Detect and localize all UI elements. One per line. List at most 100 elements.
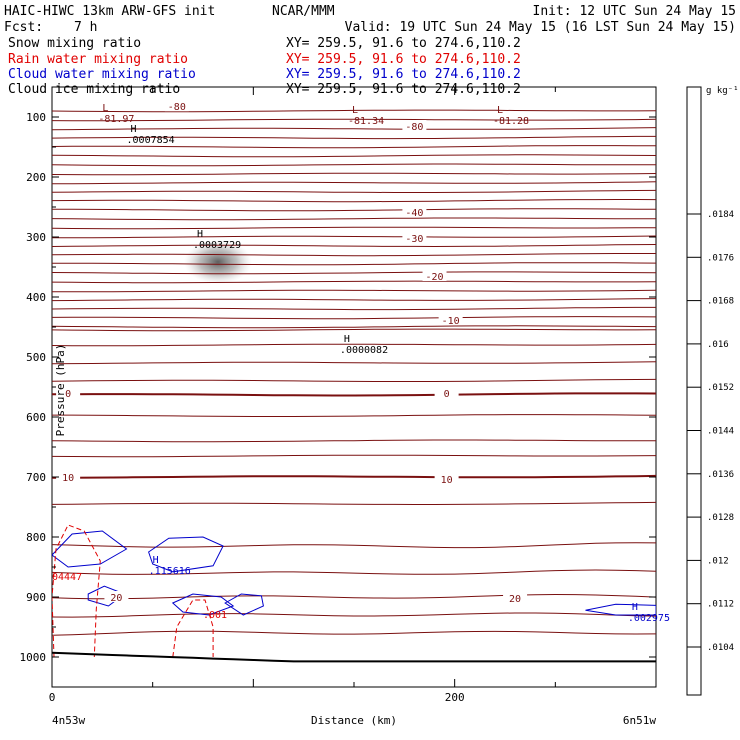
isotherm-line bbox=[52, 542, 656, 549]
colorbar-tick-label: .0168 bbox=[707, 297, 734, 307]
isotherm-line bbox=[52, 109, 656, 113]
isotherm-line bbox=[52, 612, 656, 618]
cloud-water-contour bbox=[148, 536, 224, 573]
isotherm-label-bg bbox=[434, 387, 459, 398]
extremum-kind: H bbox=[131, 124, 137, 135]
y-tick-label: 800 bbox=[26, 531, 46, 544]
isotherm-label-bg bbox=[56, 471, 81, 482]
isotherm-line bbox=[52, 306, 656, 311]
isotherm-line bbox=[52, 253, 656, 257]
isotherm-line bbox=[52, 325, 656, 329]
plot-frame bbox=[51, 86, 657, 688]
figure-title: HAIC-HIWC 13km ARW-GFS init bbox=[4, 4, 215, 19]
isotherm-label-bg bbox=[402, 120, 427, 131]
y-tick-label: 100 bbox=[26, 111, 46, 124]
cloud-water-contour bbox=[585, 603, 656, 616]
extremum-value: -81.28 bbox=[493, 116, 529, 127]
extremum-value: .0007854 bbox=[127, 135, 175, 146]
isotherm-labels: -80 -80 -40 -30 -20 -10 0 0 10 10 20 20 bbox=[56, 100, 528, 605]
field-xy-rain: XY= 259.5, 91.6 to 274.6,110.2 bbox=[286, 52, 521, 67]
isotherm-line bbox=[52, 118, 656, 122]
colorbar-tick-label: .0128 bbox=[707, 513, 734, 523]
isotherm-label-bg bbox=[164, 100, 189, 112]
isotherm-label-bg bbox=[402, 205, 427, 217]
left-endpoint: 4n53w bbox=[52, 714, 85, 727]
isotherm-line bbox=[52, 226, 656, 230]
isotherm-label: -80 bbox=[168, 102, 186, 113]
colorbar-tick-label: .012 bbox=[707, 556, 729, 566]
field-xy-snow: XY= 259.5, 91.6 to 274.6,110.2 bbox=[286, 36, 521, 51]
extrema-markers: L-81.97L-81.34L-81.28H.0007854H.0003729H… bbox=[98, 103, 670, 624]
rain-label: .001 bbox=[203, 610, 227, 621]
x-axis: 0 200 bbox=[49, 87, 657, 704]
isotherm-line bbox=[52, 244, 656, 248]
isotherm-label: -30 bbox=[405, 234, 423, 245]
isotherm-line bbox=[52, 378, 656, 382]
isotherm-label: -20 bbox=[426, 272, 444, 283]
y-axis-label: Pressure (hPa) bbox=[54, 344, 67, 437]
isotherm-line bbox=[52, 569, 656, 575]
isotherm-line bbox=[52, 135, 656, 140]
isotherm-label: 10 bbox=[62, 473, 74, 484]
isotherm-line bbox=[52, 217, 656, 221]
field-xy-cloud-ice: XY= 259.5, 91.6 to 274.6,110.2 bbox=[286, 82, 521, 97]
surface-line bbox=[52, 651, 656, 663]
extremum-value: .0003729 bbox=[193, 240, 241, 251]
extremum-value: -81.97 bbox=[98, 114, 134, 125]
isotherm-line bbox=[52, 235, 656, 239]
isotherm-line bbox=[52, 280, 656, 284]
forecast-hour: 7 h bbox=[74, 20, 97, 35]
colorbar-tick-label: .0152 bbox=[707, 383, 734, 393]
rain-labels: 04447 .001 bbox=[52, 572, 227, 621]
isotherm-line bbox=[52, 189, 656, 193]
isotherm-label-bg bbox=[104, 591, 129, 602]
init-time: Init: 12 UTC Sun 24 May 15 bbox=[533, 4, 737, 19]
isotherm-line bbox=[52, 361, 656, 365]
isotherm-label: 0 bbox=[65, 389, 71, 400]
isotherm-line bbox=[52, 343, 656, 347]
isotherm-line bbox=[52, 593, 656, 600]
isotherm-line bbox=[52, 163, 656, 167]
colorbar-tick-label: .0184 bbox=[707, 210, 734, 220]
extremum-kind: H bbox=[153, 555, 159, 566]
field-name-rain: Rain water mixing ratio bbox=[8, 52, 188, 67]
isotherm-label: -80 bbox=[405, 122, 423, 133]
extremum-kind: H bbox=[197, 229, 203, 240]
rain-label: 04447 bbox=[52, 572, 82, 583]
extremum-kind: L bbox=[102, 103, 108, 114]
y-tick-label: 700 bbox=[26, 471, 46, 484]
rain-water-contour bbox=[172, 599, 214, 658]
y-tick-label: 300 bbox=[26, 231, 46, 244]
isotherm-label: 10 bbox=[441, 475, 453, 486]
cloud-water-contour bbox=[171, 593, 235, 616]
isotherm-line bbox=[52, 289, 656, 293]
isotherm-label-bg bbox=[422, 270, 447, 281]
x-axis-label: Distance (km) bbox=[311, 714, 397, 727]
valid-time: Valid: 19 UTC Sun 24 May 15 (16 LST Sun … bbox=[345, 20, 736, 35]
colorbar-tick-label: .0112 bbox=[707, 600, 734, 610]
isotherm-lines bbox=[52, 109, 656, 636]
extremum-kind: H bbox=[632, 602, 638, 613]
colorbar-unit: g kg⁻¹ bbox=[706, 86, 739, 96]
isotherm-line bbox=[52, 208, 656, 212]
isotherm-line bbox=[52, 181, 656, 185]
isotherm-label-bg bbox=[434, 472, 459, 484]
isotherm-label-bg bbox=[56, 387, 81, 398]
isotherm-label: 20 bbox=[509, 594, 521, 605]
cloud-water-contour bbox=[224, 593, 264, 616]
forecast-label: Fcst: bbox=[4, 20, 43, 35]
y-tick-label: 600 bbox=[26, 411, 46, 424]
colorbar: .0104 .0112 .012 .0128 .0136 .0144 .0152 .016 .0… bbox=[686, 86, 734, 696]
rain-water-contour bbox=[52, 524, 101, 658]
isotherm-label-bg bbox=[402, 232, 427, 244]
extremum-value: -81.34 bbox=[348, 116, 384, 127]
terrain-line bbox=[52, 651, 656, 663]
isotherm-line bbox=[52, 501, 656, 505]
isotherm-line bbox=[52, 454, 656, 458]
field-legend: Snow mixing ratio XY= 259.5, 91.6 to 274… bbox=[8, 36, 521, 97]
isotherm-line bbox=[52, 127, 656, 131]
extremum-kind: L bbox=[497, 105, 503, 116]
field-name-cloud-ice: Cloud ice mixing ratio bbox=[8, 82, 180, 97]
